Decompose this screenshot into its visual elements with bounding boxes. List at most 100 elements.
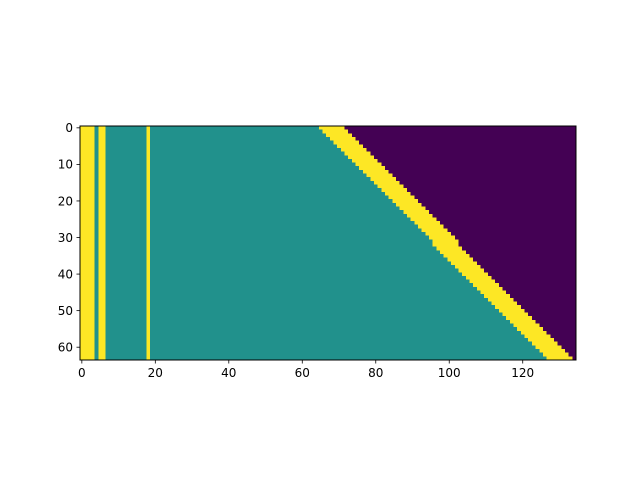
heatmap-row-mid-segment: [150, 294, 485, 298]
heatmap-row-mid-segment: [150, 133, 327, 137]
heatmap-row-mid-segment: [95, 272, 99, 276]
heatmap-row-mid-segment: [150, 203, 397, 207]
heatmap-row-mid-segment: [150, 170, 363, 174]
heatmap-row-mid-segment: [95, 283, 99, 287]
x-tick-label: 20: [148, 366, 163, 380]
heatmap-row-low-segment: [422, 203, 576, 207]
heatmap-row-mid-segment: [150, 225, 419, 229]
x-tick-label: 100: [438, 366, 461, 380]
heatmap-row-low-segment: [484, 269, 576, 273]
heatmap-row-mid-segment: [106, 170, 147, 174]
heatmap-row-low-segment: [477, 261, 576, 265]
heatmap-row-mid-segment: [95, 144, 99, 148]
heatmap-row-mid-segment: [106, 294, 147, 298]
heatmap-row-mid-segment: [150, 342, 532, 346]
heatmap-row-band-segment: [322, 130, 348, 134]
heatmap-row-mid-segment: [106, 305, 147, 309]
heatmap-row-mid-segment: [106, 221, 147, 225]
heatmap-row-band-segment: [381, 188, 407, 192]
heatmap-row-mid-segment: [150, 302, 492, 306]
heatmap-row-mid-segment: [106, 309, 147, 313]
heatmap-row-mid-segment: [95, 309, 99, 313]
heatmap-row-mid-segment: [106, 312, 147, 316]
heatmap-row-mid-segment: [95, 291, 99, 295]
heatmap-column-high: [80, 126, 84, 360]
heatmap-row-mid-segment: [95, 185, 99, 189]
heatmap-row-mid-segment: [150, 221, 415, 225]
heatmap-row-mid-segment: [95, 206, 99, 210]
x-axis: 0 20 40 60 80 100 120: [78, 360, 534, 380]
heatmap-row-mid-segment: [95, 320, 99, 324]
heatmap-row-low-segment: [491, 276, 576, 280]
heatmap-row-mid-segment: [150, 155, 349, 159]
heatmap-row-low-segment: [378, 159, 576, 163]
heatmap-row-mid-segment: [106, 126, 147, 130]
heatmap-row-mid-segment: [150, 323, 514, 327]
heatmap-row-band-segment: [433, 239, 459, 243]
heatmap-row-band-segment: [433, 243, 459, 247]
heatmap-row-band-segment: [348, 155, 374, 159]
heatmap-row-mid-segment: [95, 316, 99, 320]
heatmap-row-mid-segment: [106, 261, 147, 265]
heatmap-row-mid-segment: [150, 334, 525, 338]
heatmap-row-mid-segment: [106, 195, 147, 199]
heatmap-row-mid-segment: [95, 305, 99, 309]
heatmap-row-mid-segment: [150, 243, 433, 247]
heatmap-row-mid-segment: [95, 334, 99, 338]
heatmap-row-mid-segment: [106, 258, 147, 262]
heatmap-row-band-segment: [385, 192, 411, 196]
heatmap-row-band-segment: [536, 345, 562, 349]
heatmap-row-mid-segment: [150, 291, 481, 295]
heatmap-row-band-segment: [389, 195, 415, 199]
heatmap-row-low-segment: [528, 312, 576, 316]
heatmap-row-low-segment: [352, 133, 576, 137]
heatmap-row-low-segment: [495, 280, 576, 284]
heatmap-row-mid-segment: [95, 217, 99, 221]
heatmap-row-mid-segment: [150, 349, 540, 353]
heatmap-row-mid-segment: [150, 126, 319, 130]
heatmap-row-mid-segment: [106, 250, 147, 254]
heatmap-row-mid-segment: [106, 269, 147, 273]
heatmap-row-low-segment: [451, 232, 576, 236]
heatmap-row-band-segment: [525, 334, 551, 338]
heatmap-row-mid-segment: [95, 294, 99, 298]
heatmap-row-mid-segment: [150, 214, 408, 218]
heatmap-row-low-segment: [418, 199, 576, 203]
heatmap-row-mid-segment: [95, 188, 99, 192]
heatmap-row-band-segment: [414, 221, 440, 225]
heatmap-row-mid-segment: [106, 323, 147, 327]
heatmap-row-mid-segment: [95, 152, 99, 156]
heatmap-row-mid-segment: [95, 243, 99, 247]
heatmap-row-mid-segment: [150, 261, 452, 265]
heatmap-row-band-segment: [514, 323, 540, 327]
heatmap-row-band-segment: [455, 265, 481, 269]
heatmap-row-mid-segment: [150, 185, 378, 189]
heatmap-row-low-segment: [392, 174, 576, 178]
heatmap-row-low-segment: [411, 192, 576, 196]
heatmap-row-low-segment: [536, 320, 576, 324]
heatmap-row-band-segment: [539, 349, 565, 353]
heatmap-row-mid-segment: [106, 291, 147, 295]
heatmap-row-low-segment: [532, 316, 576, 320]
heatmap-row-band-segment: [469, 280, 495, 284]
heatmap-row-low-segment: [488, 272, 576, 276]
heatmap-row-band-segment: [403, 210, 429, 214]
heatmap-row-mid-segment: [106, 247, 147, 251]
y-tick-label: 0: [65, 121, 73, 135]
heatmap-row-mid-segment: [150, 206, 400, 210]
heatmap-row-mid-segment: [95, 195, 99, 199]
heatmap-row-mid-segment: [150, 188, 382, 192]
heatmap-row-low-segment: [510, 294, 576, 298]
heatmap-row-low-segment: [374, 155, 576, 159]
heatmap-row-mid-segment: [106, 320, 147, 324]
heatmap-row-mid-segment: [106, 331, 147, 335]
heatmap-row-low-segment: [554, 338, 576, 342]
heatmap-row-mid-segment: [95, 232, 99, 236]
heatmap-row-mid-segment: [106, 206, 147, 210]
heatmap-row-mid-segment: [95, 280, 99, 284]
heatmap-row-mid-segment: [150, 338, 529, 342]
heatmap-cells: [80, 126, 576, 360]
heatmap-row-band-segment: [473, 283, 499, 287]
heatmap-row-mid-segment: [95, 170, 99, 174]
y-tick-label: 30: [58, 231, 73, 245]
